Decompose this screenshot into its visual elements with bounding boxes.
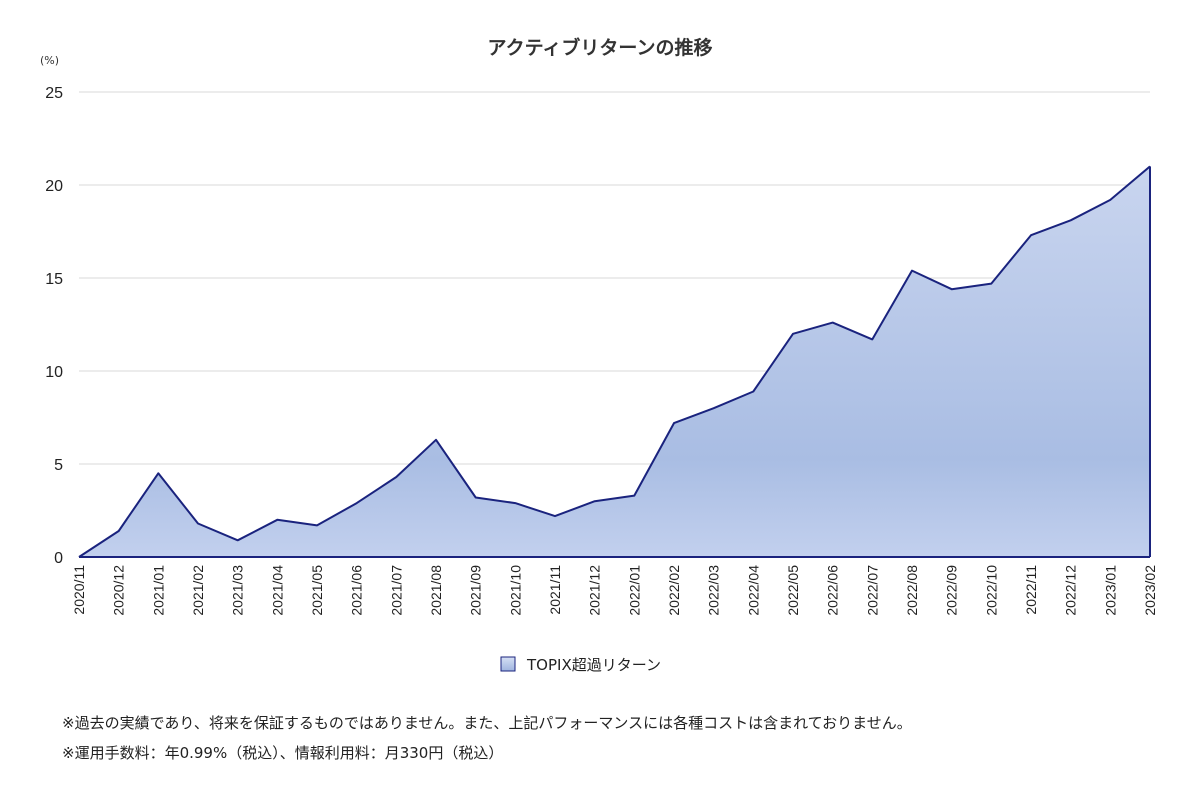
legend-label: TOPIX超過リターン bbox=[526, 656, 661, 674]
data-point bbox=[951, 288, 953, 290]
y-tick-label: 15 bbox=[45, 271, 63, 288]
x-tick-label: 2021/10 bbox=[507, 565, 523, 616]
x-tick-label: 2023/01 bbox=[1102, 565, 1118, 616]
data-point bbox=[1030, 234, 1032, 236]
y-axis-unit-label: (%) bbox=[40, 54, 59, 67]
legend: TOPIX超過リターン bbox=[500, 656, 661, 674]
x-tick-label: 2021/04 bbox=[269, 565, 285, 616]
x-tick-label: 2022/05 bbox=[785, 565, 801, 616]
data-point bbox=[752, 390, 754, 392]
data-point bbox=[78, 556, 80, 558]
data-point bbox=[554, 515, 556, 517]
data-point bbox=[435, 439, 437, 441]
data-point bbox=[237, 539, 239, 541]
x-tick-label: 2022/03 bbox=[706, 565, 722, 616]
x-tick-label: 2021/02 bbox=[190, 565, 206, 616]
data-point bbox=[356, 502, 358, 504]
x-tick-label: 2022/01 bbox=[626, 565, 642, 616]
y-tick-label: 0 bbox=[54, 550, 63, 567]
x-tick-label: 2023/02 bbox=[1142, 565, 1158, 616]
data-point bbox=[118, 530, 120, 532]
x-tick-label: 2022/12 bbox=[1063, 565, 1079, 616]
y-tick-label: 20 bbox=[45, 178, 63, 195]
data-point bbox=[594, 500, 596, 502]
data-point bbox=[792, 333, 794, 335]
x-tick-label: 2022/04 bbox=[745, 565, 761, 616]
data-point bbox=[1149, 165, 1151, 167]
x-tick-label: 2021/12 bbox=[587, 565, 603, 616]
x-tick-label: 2022/02 bbox=[666, 565, 682, 616]
data-point bbox=[316, 524, 318, 526]
disclaimer-note: ※過去の実績であり、将来を保証するものではありません。また、上記パフォーマンスに… bbox=[62, 714, 912, 732]
data-point bbox=[1109, 199, 1111, 201]
data-point bbox=[197, 523, 199, 525]
series-area bbox=[78, 165, 1151, 558]
x-tick-label: 2022/10 bbox=[983, 565, 999, 616]
data-point bbox=[276, 519, 278, 521]
data-point bbox=[673, 422, 675, 424]
y-axis-ticks: 0 5 10 15 20 25 bbox=[45, 85, 63, 567]
y-tick-label: 25 bbox=[45, 85, 63, 102]
x-tick-label: 2020/12 bbox=[111, 565, 127, 616]
y-tick-label: 5 bbox=[54, 457, 63, 474]
data-point bbox=[395, 476, 397, 478]
x-tick-label: 2021/01 bbox=[150, 565, 166, 616]
x-tick-label: 2022/06 bbox=[825, 565, 841, 616]
footnotes: ※過去の実績であり、将来を保証するものではありません。また、上記パフォーマンスに… bbox=[62, 708, 1182, 768]
x-tick-label: 2022/09 bbox=[944, 565, 960, 616]
data-point bbox=[514, 502, 516, 504]
data-point bbox=[475, 496, 477, 498]
x-tick-label: 2021/05 bbox=[309, 565, 325, 616]
x-tick-label: 2021/08 bbox=[428, 565, 444, 616]
x-tick-label: 2022/08 bbox=[904, 565, 920, 616]
data-point bbox=[832, 322, 834, 324]
y-tick-label: 10 bbox=[45, 364, 63, 381]
x-axis-ticks: 2020/11 2020/12 2021/01 2021/02 2021/03 2021/… bbox=[71, 565, 1158, 616]
x-tick-label: 2022/11 bbox=[1023, 565, 1039, 615]
data-point bbox=[157, 472, 159, 474]
data-point bbox=[1070, 219, 1072, 221]
chart-title: アクティブリターンの推移 bbox=[488, 36, 713, 59]
data-point bbox=[871, 338, 873, 340]
x-tick-label: 2022/07 bbox=[864, 565, 880, 616]
data-point bbox=[990, 283, 992, 285]
series-area-fill bbox=[79, 166, 1150, 557]
legend-swatch bbox=[500, 656, 516, 672]
data-point bbox=[633, 495, 635, 497]
x-tick-label: 2021/03 bbox=[230, 565, 246, 616]
data-point bbox=[713, 407, 715, 409]
data-point bbox=[911, 270, 913, 272]
series-line bbox=[78, 165, 1151, 558]
x-tick-label: 2021/06 bbox=[349, 565, 365, 616]
x-tick-label: 2021/11 bbox=[547, 565, 563, 615]
x-tick-label: 2020/11 bbox=[71, 565, 87, 615]
x-tick-label: 2021/07 bbox=[388, 565, 404, 616]
x-tick-label: 2021/09 bbox=[468, 565, 484, 616]
fee-note: ※運用手数料：年0.99%（税込）、情報利用料：月330円（税込） bbox=[62, 744, 504, 762]
